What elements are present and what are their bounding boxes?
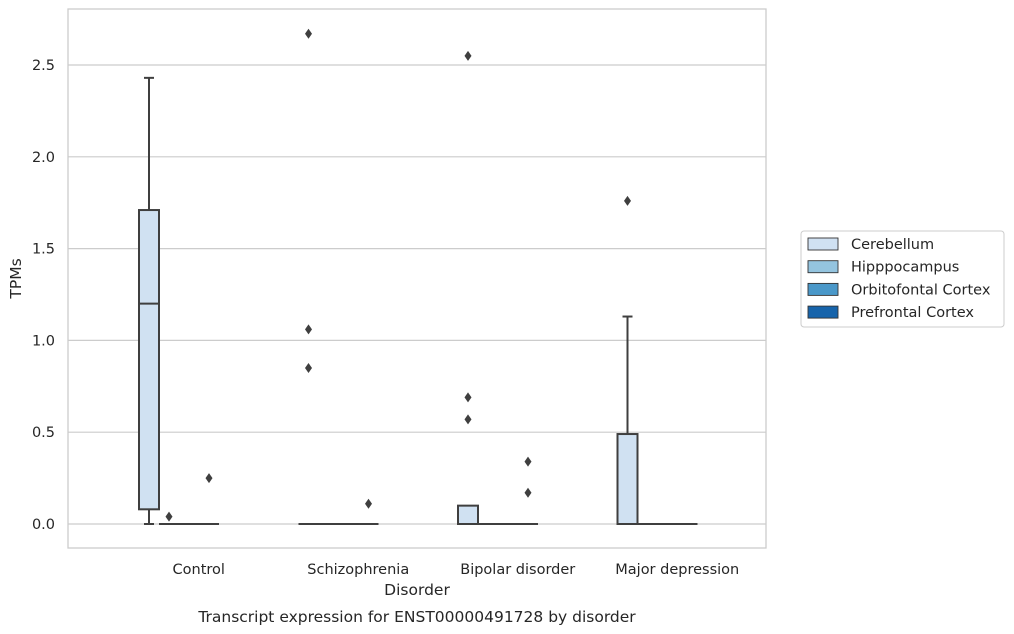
x-tick-labels: Control Schizophrenia Bipolar disorder Majo… xyxy=(173,562,740,578)
chart-caption: Transcript expression for ENST0000049172… xyxy=(197,608,636,626)
outlier-point xyxy=(524,456,532,467)
box-group xyxy=(138,76,160,525)
x-tick-label: Control xyxy=(173,562,225,578)
y-tick-label: 1.5 xyxy=(32,242,55,258)
legend-label: Orbitofontal Cortex xyxy=(851,282,991,298)
outlier-point xyxy=(524,487,532,498)
legend-label: Cerebellum xyxy=(851,237,934,253)
y-axis-label: TPMs xyxy=(7,258,25,299)
box xyxy=(616,433,639,526)
legend-swatch xyxy=(807,282,839,296)
outlier-point xyxy=(365,498,372,509)
outlier-point xyxy=(464,414,472,425)
box-group xyxy=(358,498,379,525)
box-group xyxy=(616,195,639,526)
box-group xyxy=(199,473,219,525)
y-tick-label: 2.5 xyxy=(32,58,55,74)
outlier-point xyxy=(464,50,472,61)
plot-frame xyxy=(67,8,767,549)
outlier-point xyxy=(165,511,173,522)
outlier-point xyxy=(205,473,213,484)
y-tick-label: 2.0 xyxy=(32,150,55,166)
y-tick-labels: 0.0 0.5 1.0 1.5 2.0 2.5 xyxy=(32,58,55,533)
outlier-point xyxy=(464,392,472,403)
box-group xyxy=(298,28,319,525)
x-tick-label: Schizophrenia xyxy=(307,562,409,578)
box xyxy=(457,504,479,526)
legend: Cerebellum Hipppocampus Orbitofontal Corte… xyxy=(800,230,1005,328)
legend-label: Prefrontal Cortex xyxy=(851,305,974,321)
legend-swatch xyxy=(807,260,839,274)
outlier-point xyxy=(624,195,631,206)
box-group xyxy=(159,511,179,525)
x-axis-label: Disorder xyxy=(384,581,450,599)
box xyxy=(138,209,160,511)
legend-swatch xyxy=(807,305,839,319)
plot-background xyxy=(68,9,766,548)
outlier-point xyxy=(305,324,312,335)
y-tick-label: 0.5 xyxy=(32,425,55,441)
y-tick-label: 0.0 xyxy=(32,517,55,533)
y-tick-label: 1.0 xyxy=(32,333,55,349)
box-plots xyxy=(138,28,698,526)
x-tick-label: Major depression xyxy=(615,562,739,578)
box-group xyxy=(518,456,538,525)
box-group xyxy=(457,50,479,526)
outlier-point xyxy=(305,28,312,39)
legend-swatch xyxy=(807,237,839,251)
outlier-point xyxy=(305,362,312,373)
legend-frame xyxy=(800,230,1005,328)
legend-label: Hipppocampus xyxy=(851,260,959,276)
x-tick-label: Bipolar disorder xyxy=(460,562,575,578)
